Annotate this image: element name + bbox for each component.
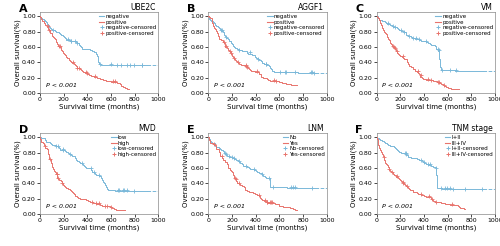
Text: P < 0.001: P < 0.001 [46, 204, 77, 209]
Y-axis label: Overall survival(%): Overall survival(%) [350, 140, 357, 207]
Legend: low, high, low-censored, high-censored: low, high, low-censored, high-censored [110, 135, 158, 157]
Text: P < 0.001: P < 0.001 [382, 204, 414, 209]
Legend: negative, positive, negative-censored, positive-censored: negative, positive, negative-censored, p… [435, 14, 494, 36]
Y-axis label: Overall survival(%): Overall survival(%) [350, 19, 357, 86]
Text: AGGF1: AGGF1 [298, 3, 324, 12]
Y-axis label: Overall survival(%): Overall survival(%) [182, 19, 189, 86]
Text: P < 0.001: P < 0.001 [214, 204, 245, 209]
Legend: negative, positive, negative-censored, positive-censored: negative, positive, negative-censored, p… [98, 14, 158, 36]
Text: F: F [355, 125, 362, 135]
X-axis label: Survival time (months): Survival time (months) [228, 104, 308, 110]
Text: E: E [187, 125, 194, 135]
Text: A: A [18, 4, 28, 14]
Legend: No, Yes, No-censored, Yes-censored: No, Yes, No-censored, Yes-censored [282, 135, 326, 157]
Y-axis label: Overall survival(%): Overall survival(%) [14, 140, 20, 207]
Text: P < 0.001: P < 0.001 [382, 83, 414, 88]
Y-axis label: Overall survival(%): Overall survival(%) [182, 140, 189, 207]
Legend: negative, positive, negative-censored, positive-censored: negative, positive, negative-censored, p… [266, 14, 326, 36]
Y-axis label: Overall survival(%): Overall survival(%) [14, 19, 20, 86]
Text: C: C [355, 4, 364, 14]
Text: VM: VM [481, 3, 492, 12]
Text: D: D [18, 125, 28, 135]
X-axis label: Survival time (months): Survival time (months) [228, 225, 308, 231]
Text: TNM stage: TNM stage [452, 124, 492, 133]
X-axis label: Survival time (months): Survival time (months) [396, 225, 476, 231]
Text: P < 0.001: P < 0.001 [46, 83, 77, 88]
X-axis label: Survival time (months): Survival time (months) [59, 104, 140, 110]
Text: LNM: LNM [308, 124, 324, 133]
Text: B: B [187, 4, 196, 14]
Text: UBE2C: UBE2C [130, 3, 156, 12]
X-axis label: Survival time (months): Survival time (months) [396, 104, 476, 110]
Legend: I+II, III+IV, I+II-censored, III+IV-censored: I+II, III+IV, I+II-censored, III+IV-cens… [444, 135, 494, 157]
Text: MVD: MVD [138, 124, 156, 133]
X-axis label: Survival time (months): Survival time (months) [59, 225, 140, 231]
Text: P < 0.001: P < 0.001 [214, 83, 245, 88]
